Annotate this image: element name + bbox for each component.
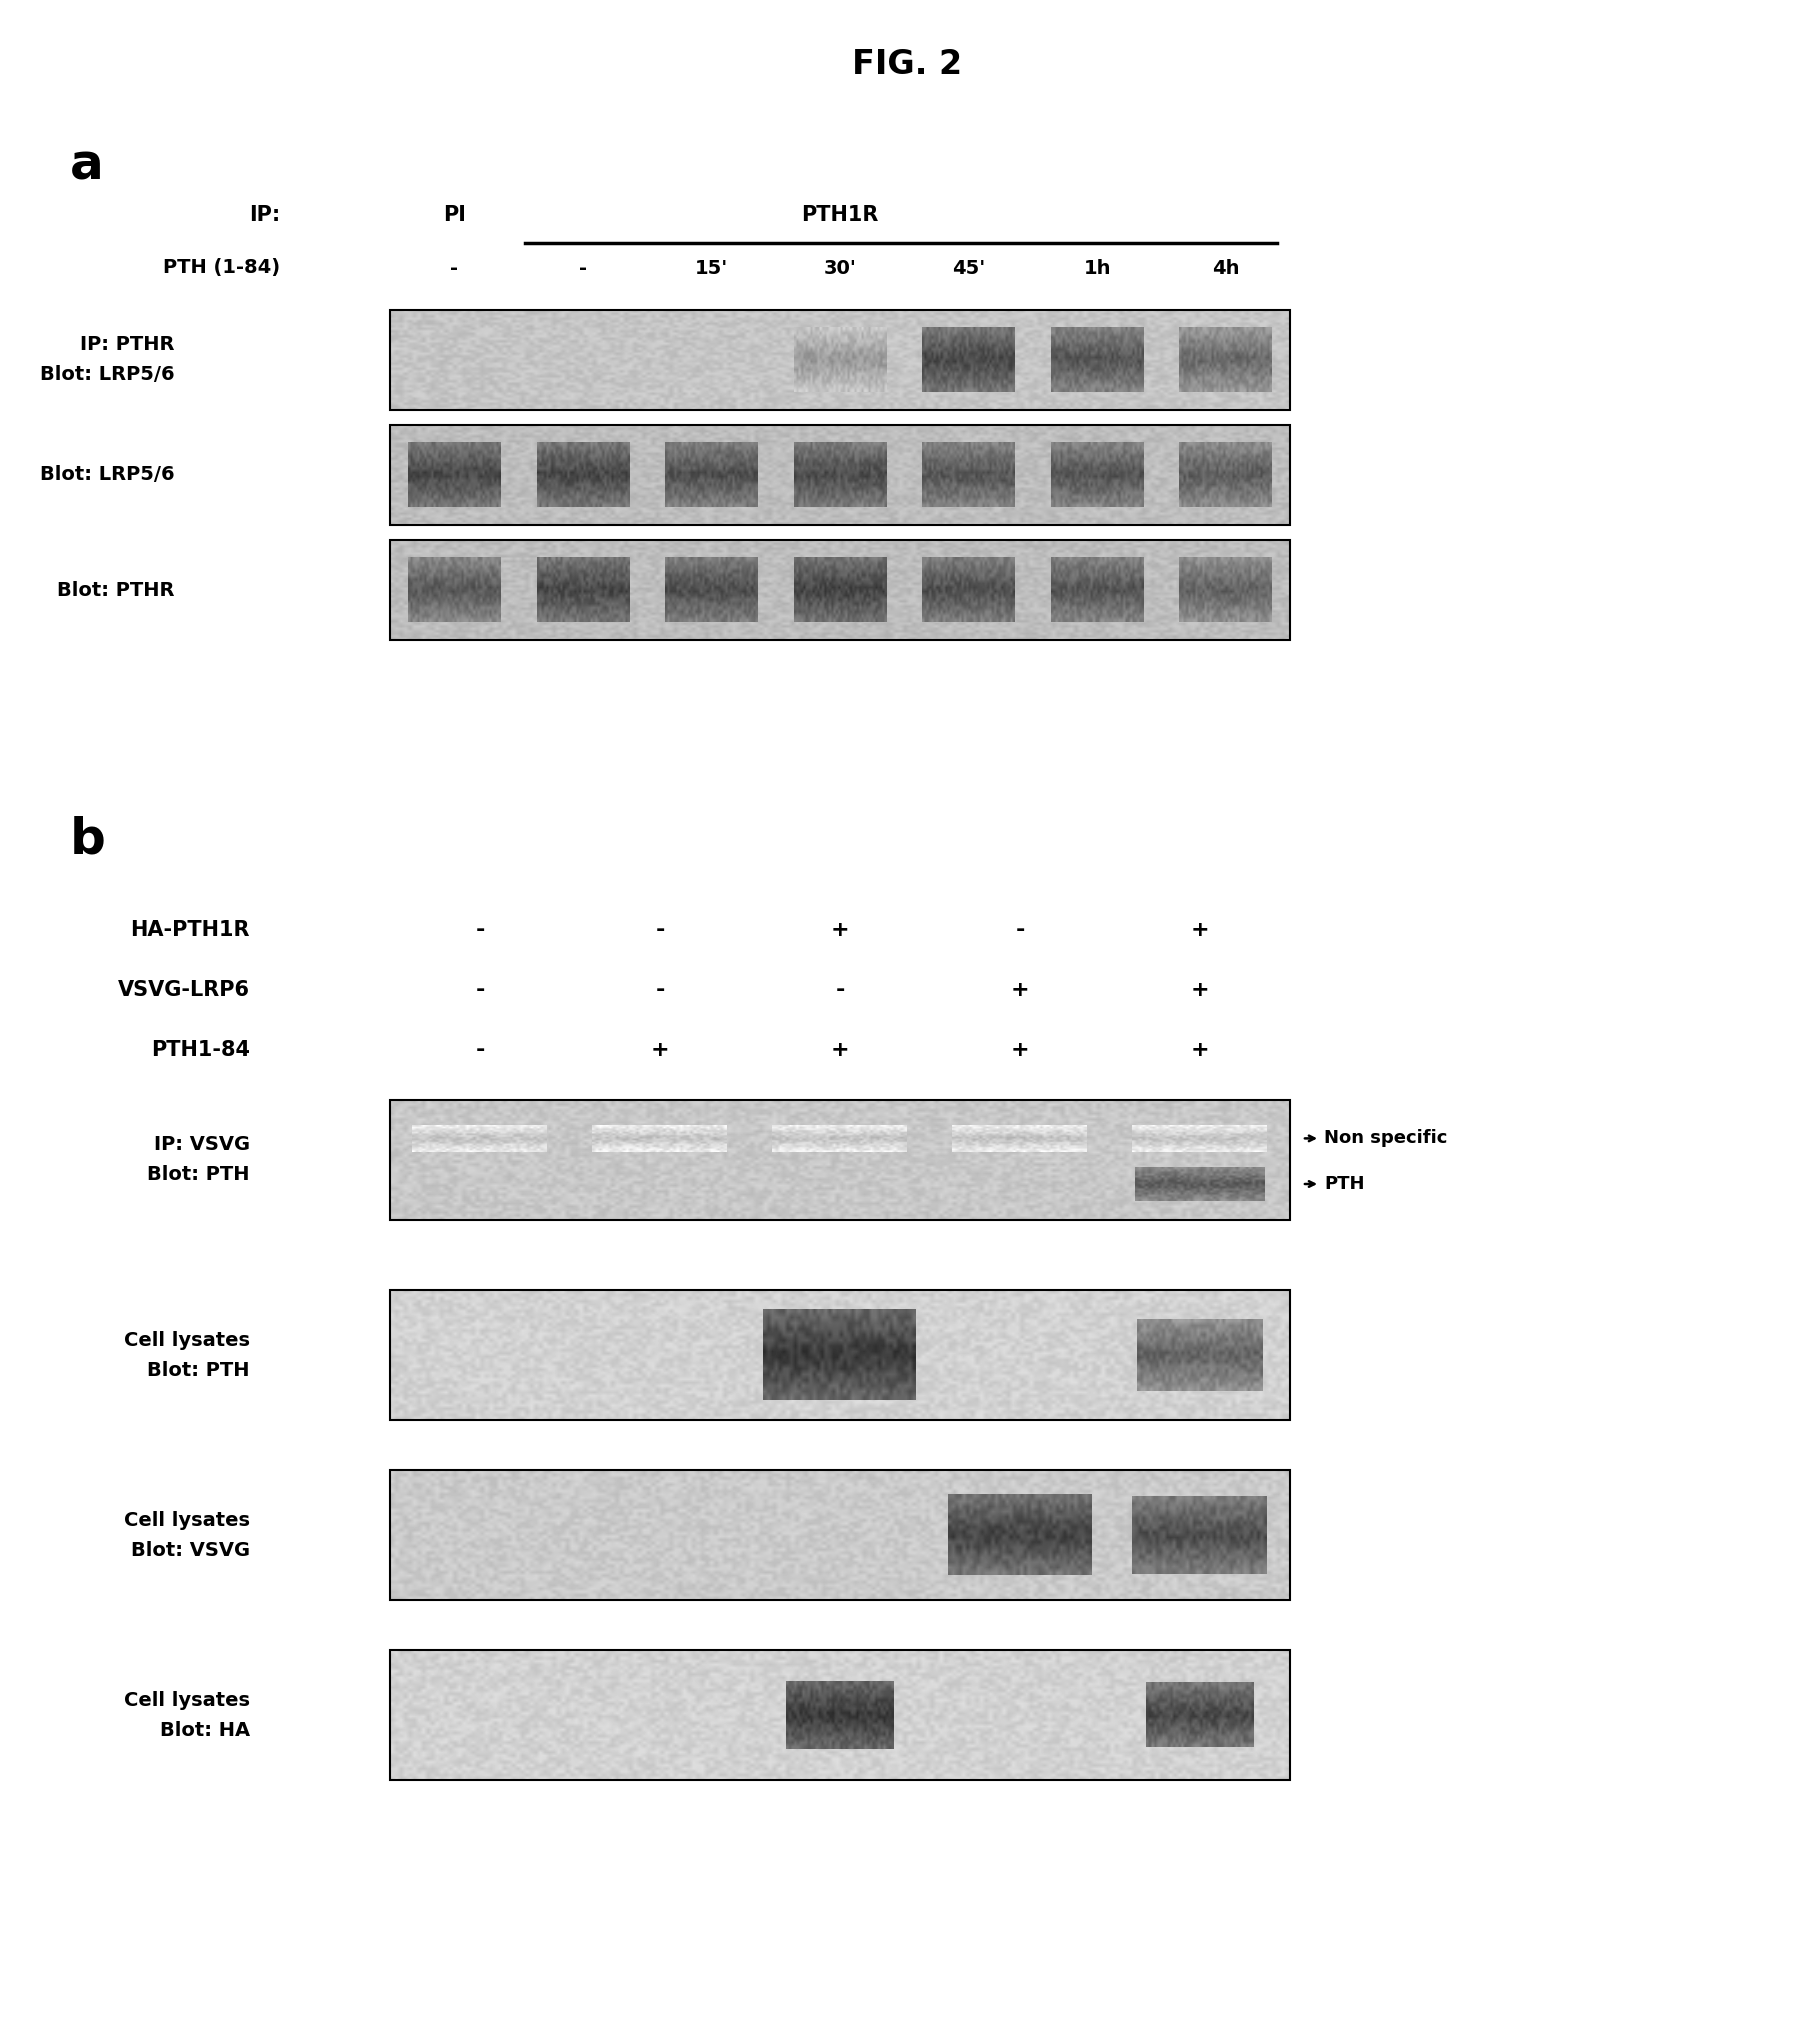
Text: Blot: HA: Blot: HA — [160, 1720, 250, 1740]
Text: +: + — [831, 921, 849, 941]
Text: -: - — [475, 921, 484, 941]
Text: +: + — [1190, 1040, 1208, 1061]
Text: a: a — [71, 142, 103, 189]
Text: PTH (1-84): PTH (1-84) — [163, 258, 279, 278]
Bar — [390, 539, 1290, 641]
Text: +: + — [1190, 980, 1208, 1000]
Text: PTH1R: PTH1R — [800, 205, 878, 225]
Text: 45': 45' — [951, 258, 985, 278]
Text: Blot: PTH: Blot: PTH — [147, 1166, 250, 1184]
Text: IP: PTHR: IP: PTHR — [80, 335, 174, 355]
Text: b: b — [71, 815, 105, 864]
Text: Blot: VSVG: Blot: VSVG — [131, 1541, 250, 1560]
Text: VSVG-LRP6: VSVG-LRP6 — [118, 980, 250, 1000]
Text: 30': 30' — [824, 258, 856, 278]
Text: -: - — [834, 980, 844, 1000]
Text: Cell lysates: Cell lysates — [123, 1691, 250, 1710]
Text: 1h: 1h — [1083, 258, 1110, 278]
Text: PTH: PTH — [1322, 1174, 1364, 1192]
Text: +: + — [831, 1040, 849, 1061]
Text: 4h: 4h — [1212, 258, 1239, 278]
Bar — [390, 1290, 1290, 1420]
Text: IP: VSVG: IP: VSVG — [154, 1136, 250, 1154]
Text: IP:: IP: — [249, 205, 279, 225]
Bar — [390, 1099, 1290, 1221]
Text: HA-PTH1R: HA-PTH1R — [131, 921, 250, 941]
Text: -: - — [475, 1040, 484, 1061]
Text: -: - — [655, 980, 664, 1000]
Text: -: - — [450, 258, 457, 278]
Bar — [390, 1651, 1290, 1781]
Bar — [390, 426, 1290, 525]
Bar — [390, 1470, 1290, 1600]
Bar — [390, 310, 1290, 410]
Text: PI: PI — [443, 205, 466, 225]
Text: +: + — [1190, 921, 1208, 941]
Text: +: + — [1010, 980, 1029, 1000]
Text: -: - — [655, 921, 664, 941]
Text: Blot: LRP5/6: Blot: LRP5/6 — [40, 466, 174, 485]
Text: -: - — [1014, 921, 1025, 941]
Text: -: - — [579, 258, 586, 278]
Text: 15': 15' — [695, 258, 727, 278]
Text: Cell lysates: Cell lysates — [123, 1511, 250, 1529]
Text: Non specific: Non specific — [1322, 1130, 1446, 1148]
Text: PTH1-84: PTH1-84 — [151, 1040, 250, 1061]
Text: Blot: LRP5/6: Blot: LRP5/6 — [40, 365, 174, 385]
Text: Blot: PTH: Blot: PTH — [147, 1361, 250, 1379]
Text: Blot: PTHR: Blot: PTHR — [58, 580, 174, 600]
Text: -: - — [475, 980, 484, 1000]
Text: Cell lysates: Cell lysates — [123, 1330, 250, 1349]
Text: +: + — [651, 1040, 669, 1061]
Text: FIG. 2: FIG. 2 — [851, 49, 961, 81]
Text: +: + — [1010, 1040, 1029, 1061]
